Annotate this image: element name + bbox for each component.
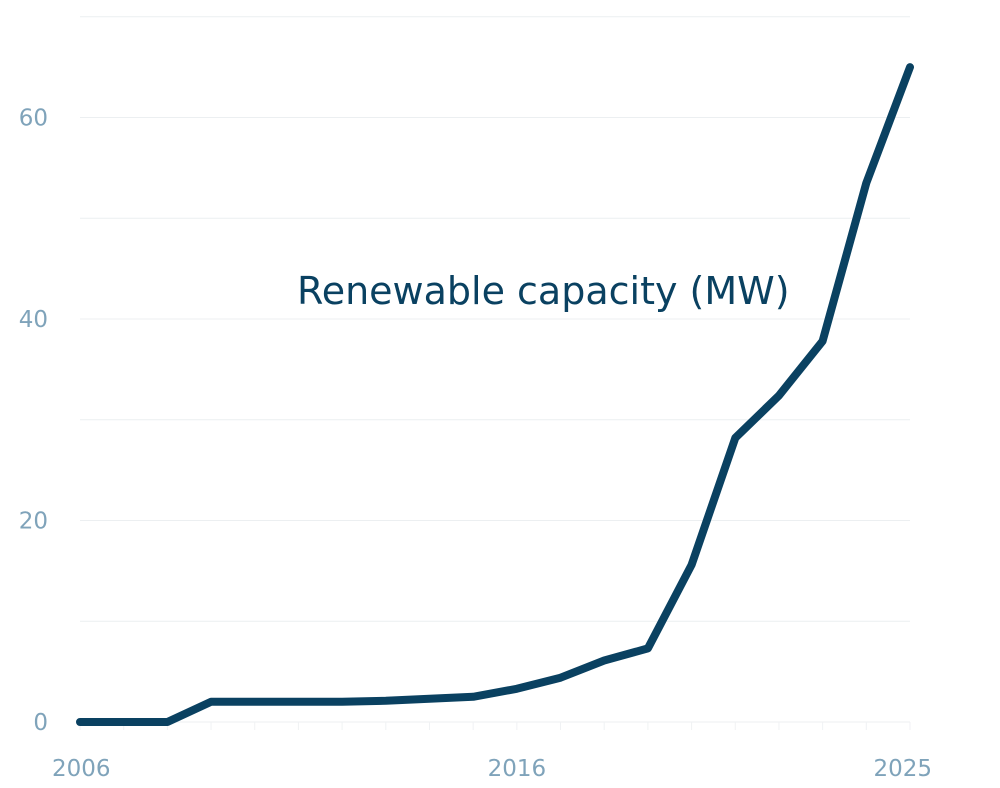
x-tick-label: 2025 xyxy=(873,756,932,782)
x-tick-label: 2006 xyxy=(52,756,111,782)
y-tick-label: 60 xyxy=(19,105,48,131)
y-tick-label: 0 xyxy=(33,710,48,736)
series-line-0 xyxy=(76,63,914,726)
grid-lines xyxy=(80,16,910,723)
y-tick-label: 20 xyxy=(19,508,48,534)
series-group xyxy=(76,63,914,726)
series-label: Renewable capacity (MW) xyxy=(297,269,790,313)
y-tick-label: 40 xyxy=(19,307,48,333)
x-minor-ticks xyxy=(79,722,911,730)
x-tick-label: 2016 xyxy=(488,756,547,782)
y-axis: 0 20 40 60 xyxy=(19,105,48,736)
x-axis: 2006 2016 2025 xyxy=(52,756,932,782)
